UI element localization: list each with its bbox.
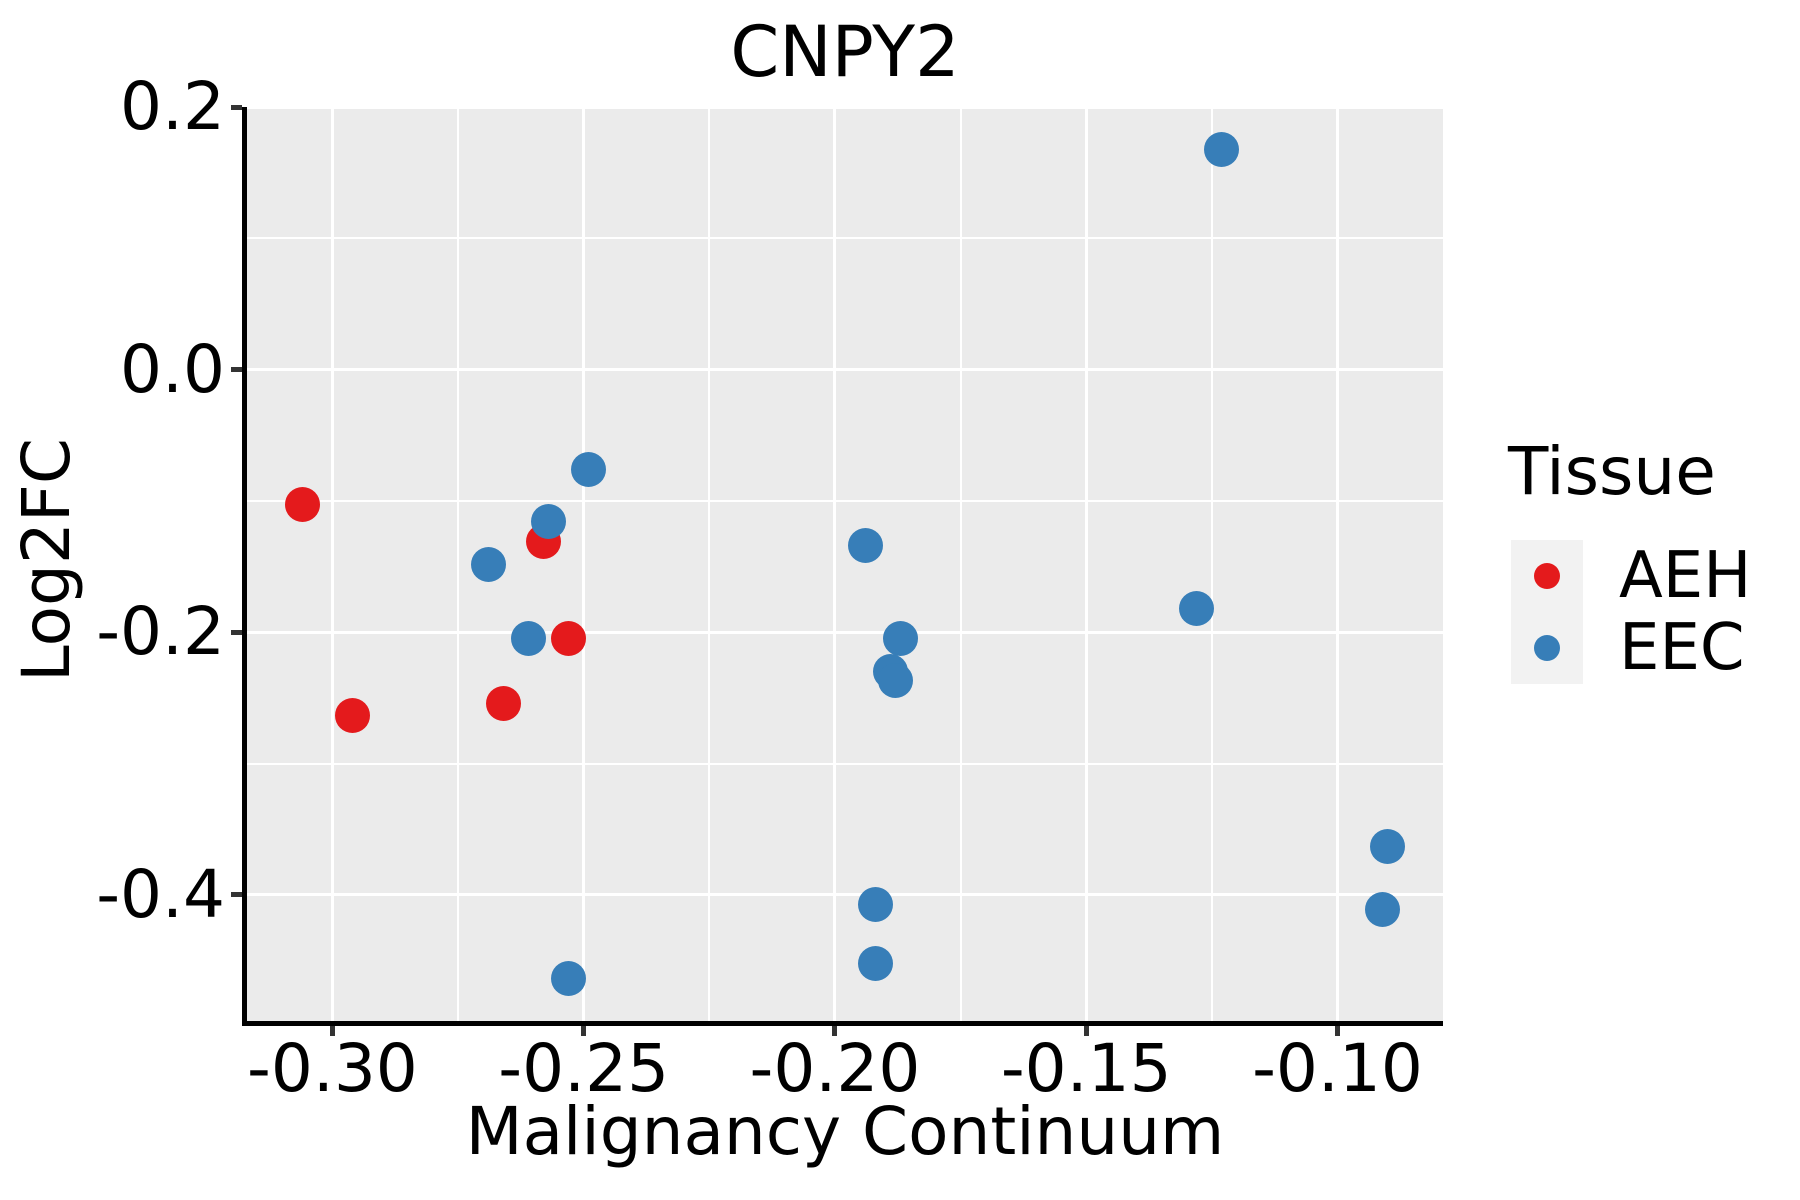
gridline-minor-vertical bbox=[1210, 107, 1213, 1021]
legend-rows: AEH EEC bbox=[1511, 540, 1751, 684]
x-tick-mark bbox=[1334, 1026, 1340, 1036]
x-tick-mark bbox=[329, 1026, 335, 1036]
gridline-major-vertical bbox=[1335, 107, 1339, 1021]
data-point-eec bbox=[857, 886, 893, 922]
data-point-eec bbox=[1204, 131, 1240, 167]
legend-dot-eec bbox=[1534, 635, 1560, 661]
data-point-eec bbox=[1179, 591, 1215, 627]
gridline-minor-horizontal bbox=[247, 237, 1443, 240]
data-point-aeh bbox=[284, 487, 320, 523]
x-tick-mark bbox=[581, 1026, 587, 1036]
legend-title: Tissue bbox=[1508, 433, 1716, 510]
legend-entry-eec: EEC bbox=[1511, 612, 1751, 684]
gridline-major-vertical bbox=[833, 107, 837, 1021]
y-tick-mark bbox=[231, 104, 242, 110]
x-tick-mark bbox=[1083, 1026, 1089, 1036]
x-tick-label: -0.10 bbox=[1252, 1030, 1423, 1107]
x-tick-label: -0.20 bbox=[749, 1030, 921, 1107]
data-point-aeh bbox=[485, 685, 521, 721]
y-tick-mark bbox=[231, 892, 242, 898]
x-tick-label: -0.15 bbox=[1000, 1030, 1172, 1107]
y-tick-mark bbox=[231, 367, 242, 373]
legend-key-box bbox=[1511, 612, 1583, 684]
y-tick-label: -0.4 bbox=[96, 855, 225, 933]
gridline-major-horizontal bbox=[247, 630, 1443, 634]
gridline-minor-vertical bbox=[708, 107, 711, 1021]
legend-entry-aeh: AEH bbox=[1511, 540, 1751, 612]
legend-dot-aeh bbox=[1534, 563, 1560, 589]
gridline-minor-vertical bbox=[457, 107, 460, 1021]
data-point-eec bbox=[551, 961, 587, 997]
gridline-major-vertical bbox=[1084, 107, 1088, 1021]
y-tick-label: -0.2 bbox=[96, 593, 225, 671]
data-point-eec bbox=[531, 504, 566, 540]
gridline-minor-vertical bbox=[959, 107, 962, 1021]
data-point-eec bbox=[1370, 828, 1406, 864]
data-point-eec bbox=[847, 528, 883, 564]
data-point-eec bbox=[877, 663, 913, 699]
data-point-aeh bbox=[335, 697, 371, 733]
data-point-eec bbox=[470, 546, 506, 582]
data-point-eec bbox=[857, 945, 893, 981]
plot-panel bbox=[247, 107, 1443, 1021]
chart-title: CNPY2 bbox=[730, 11, 960, 93]
x-tick-label: -0.30 bbox=[247, 1030, 418, 1107]
legend: Tissue AEH EEC bbox=[1508, 433, 1751, 684]
x-tick-label: -0.25 bbox=[498, 1030, 670, 1107]
gridline-major-horizontal bbox=[247, 893, 1443, 897]
data-point-eec bbox=[1365, 891, 1401, 927]
gridline-major-horizontal bbox=[247, 107, 1443, 109]
y-tick-mark bbox=[231, 629, 242, 635]
data-point-eec bbox=[882, 621, 918, 657]
legend-label: AEH bbox=[1619, 539, 1752, 613]
legend-label: EEC bbox=[1619, 611, 1745, 685]
legend-key-box bbox=[1511, 540, 1583, 612]
x-axis-line bbox=[242, 1021, 1443, 1026]
data-point-eec bbox=[510, 621, 546, 657]
gridline-minor-horizontal bbox=[247, 499, 1443, 502]
x-tick-mark bbox=[832, 1026, 838, 1036]
data-point-eec bbox=[571, 451, 607, 487]
data-point-aeh bbox=[551, 621, 587, 657]
gridline-minor-horizontal bbox=[247, 762, 1443, 765]
y-tick-label: 0.0 bbox=[120, 330, 225, 408]
gridline-major-horizontal bbox=[247, 368, 1443, 372]
y-tick-label: 0.2 bbox=[120, 68, 225, 145]
gridline-major-vertical bbox=[330, 107, 334, 1021]
gridline-major-vertical bbox=[582, 107, 586, 1021]
x-axis-label: Malignancy Continuum bbox=[465, 1093, 1225, 1170]
y-axis-line bbox=[242, 107, 247, 1026]
